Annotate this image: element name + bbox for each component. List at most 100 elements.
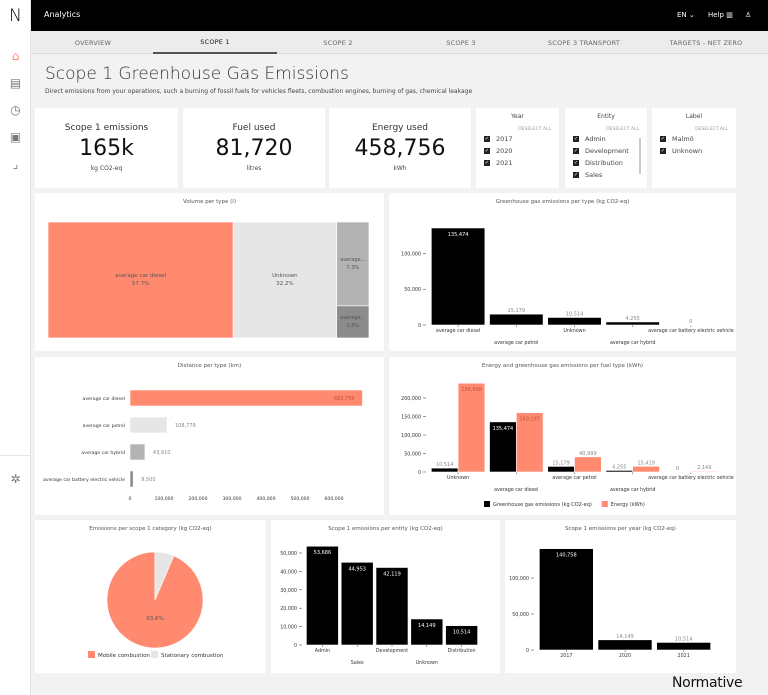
tab-scope-1[interactable]: SCOPE 1 — [153, 31, 277, 54]
legend-label: Mobile combustion — [98, 653, 150, 659]
bar — [431, 227, 486, 326]
x-tick-label: 400,000 — [257, 496, 276, 502]
treemap-tile — [336, 221, 370, 307]
bar — [445, 625, 478, 646]
x-tick-label: 2021 — [678, 653, 690, 659]
filter-option-label: Admin — [585, 134, 606, 143]
chart-title: Scope 1 emissions per entity (kg CO2-eq) — [328, 526, 443, 532]
filter-option[interactable]: ✓ Sales — [573, 171, 647, 179]
language-select[interactable]: EN ⌄ — [677, 11, 695, 19]
filter-option[interactable]: ✓ Malmö — [660, 135, 736, 143]
y-tick-label: 0 — [418, 323, 421, 329]
kpi-value: 81,720 — [215, 136, 293, 161]
chart-distance-per-type: Distance per type (km) average car diese… — [35, 357, 384, 515]
tab-scope-2[interactable]: SCOPE 2 — [323, 38, 353, 47]
bar — [574, 456, 602, 473]
x-tick-label: Unknown — [563, 328, 585, 334]
kpi-label: Fuel used — [232, 123, 276, 133]
y-tick-label: average car diesel — [83, 396, 125, 402]
document-icon[interactable]: ▣ — [9, 129, 22, 144]
legend-label: Energy (kWh) — [611, 502, 645, 508]
top-bar: Analytics EN ⌄ Help ▥ ♙ — [31, 0, 768, 31]
bar — [129, 389, 363, 407]
tile-percent: 32.2% — [276, 281, 293, 287]
treemap-tile — [336, 305, 370, 339]
bar-value-label: 239,998 — [461, 387, 482, 393]
y-tick-label: 20,000 — [280, 606, 297, 612]
x-tick-label: 600,000 — [325, 496, 344, 502]
scrollbar[interactable] — [639, 138, 641, 174]
bar — [129, 470, 134, 488]
bar-value-label: 135,474 — [493, 426, 514, 432]
checkbox-checked-icon[interactable]: ✓ — [573, 147, 579, 154]
y-tick-label: 40,000 — [280, 569, 297, 575]
chart-title: Distance per type (km) — [177, 363, 242, 369]
normative-logo: Normative — [672, 675, 743, 691]
y-tick-label: 50,000 — [280, 551, 297, 557]
y-tick-label: 30,000 — [280, 588, 297, 594]
filter-option[interactable]: ✓ Development — [573, 147, 647, 155]
chart-energy-and-ghg: Energy and greenhouse gas emissions per … — [389, 357, 736, 515]
y-tick-label: 150,000 — [401, 415, 421, 421]
help-button[interactable]: Help ▥ — [708, 11, 733, 19]
bar-value-label: 14,149 — [616, 634, 634, 640]
home-icon[interactable]: ⌂ — [11, 48, 20, 63]
x-tick-label: Distribution — [448, 648, 476, 654]
kpi-label: Scope 1 emissions — [64, 123, 149, 133]
bar — [457, 382, 486, 473]
deselect-all-button[interactable]: DESELECT ALL — [606, 127, 639, 132]
scatter-icon[interactable]: ⌟ — [12, 156, 19, 171]
tab-overview[interactable]: OVERVIEW — [74, 38, 112, 47]
filter-option[interactable]: ✓ Unknown — [660, 147, 736, 155]
bar-value-label: 15,179 — [508, 308, 526, 314]
x-tick-label: Sales — [351, 660, 364, 666]
checkbox-checked-icon[interactable]: ✓ — [660, 135, 666, 142]
filter-option[interactable]: ✓ Distribution — [573, 158, 647, 167]
deselect-all-button[interactable]: DESELECT ALL — [695, 127, 728, 132]
checkbox-checked-icon[interactable]: ✓ — [484, 159, 490, 166]
y-tick-label: 100,000 — [509, 576, 529, 582]
filter-year: Year DESELECT ALL ✓ 2017 ✓ 2020 ✓ 2021 — [476, 108, 559, 188]
checkbox-checked-icon[interactable]: ✓ — [573, 171, 579, 178]
deselect-all-button[interactable]: DESELECT ALL — [518, 127, 551, 132]
filter-option-label: 2021 — [496, 158, 513, 167]
filter-option-label: Distribution — [585, 158, 623, 167]
checkbox-checked-icon[interactable]: ✓ — [660, 147, 666, 154]
bar-value-label: 44,953 — [348, 566, 366, 572]
tab-targets-net-zero[interactable]: TARGETS - NET ZERO — [669, 38, 743, 47]
legend-swatch — [151, 651, 158, 658]
tab-scope-3-transport[interactable]: SCOPE 3 TRANSPORT — [547, 38, 621, 47]
chart-title: Energy and greenhouse gas emissions per … — [481, 363, 644, 369]
filter-option[interactable]: ✓ 2021 — [484, 158, 559, 167]
calculator-icon[interactable]: ▤ — [9, 75, 22, 90]
bar — [489, 421, 517, 473]
y-tick-label: 50,000 — [512, 612, 529, 618]
y-tick-label: 200,000 — [401, 396, 421, 402]
gear-icon[interactable]: ✲ — [10, 471, 21, 486]
checkbox-checked-icon[interactable]: ✓ — [573, 159, 579, 166]
user-icon[interactable]: ♙ — [745, 11, 752, 19]
treemap-tile — [47, 221, 234, 339]
filter-option[interactable]: ✓ Admin — [573, 134, 647, 143]
logo[interactable]: N — [9, 5, 22, 26]
x-tick-label: 100,000 — [155, 496, 174, 502]
pie-chart-icon[interactable]: ◷ — [10, 102, 21, 117]
x-tick-label: average car hybrid — [610, 340, 656, 346]
checkbox-checked-icon[interactable]: ✓ — [484, 147, 490, 154]
filter-title: Year — [511, 113, 524, 120]
filter-option[interactable]: ✓ 2020 — [484, 147, 559, 155]
y-tick-label: 50,000 — [404, 452, 421, 458]
tile-label: average... — [340, 257, 366, 263]
legend-swatch — [601, 501, 608, 507]
filter-option[interactable]: ✓ 2017 — [484, 135, 559, 143]
pie-slice-label: 93.6% — [146, 616, 163, 622]
checkbox-checked-icon[interactable]: ✓ — [484, 135, 490, 142]
tile-label: average... — [340, 315, 366, 321]
y-tick-label: average car battery electric vehicle — [43, 477, 125, 483]
bar — [605, 470, 633, 473]
x-tick-label: Admin — [315, 648, 330, 654]
tab-scope-3[interactable]: SCOPE 3 — [446, 38, 476, 47]
checkbox-checked-icon[interactable]: ✓ — [573, 135, 579, 142]
kpi-unit: kWh — [393, 165, 407, 172]
sidebar: N ⌂ ▤ ◷ ▣ ⌟ ✲ — [0, 0, 31, 695]
